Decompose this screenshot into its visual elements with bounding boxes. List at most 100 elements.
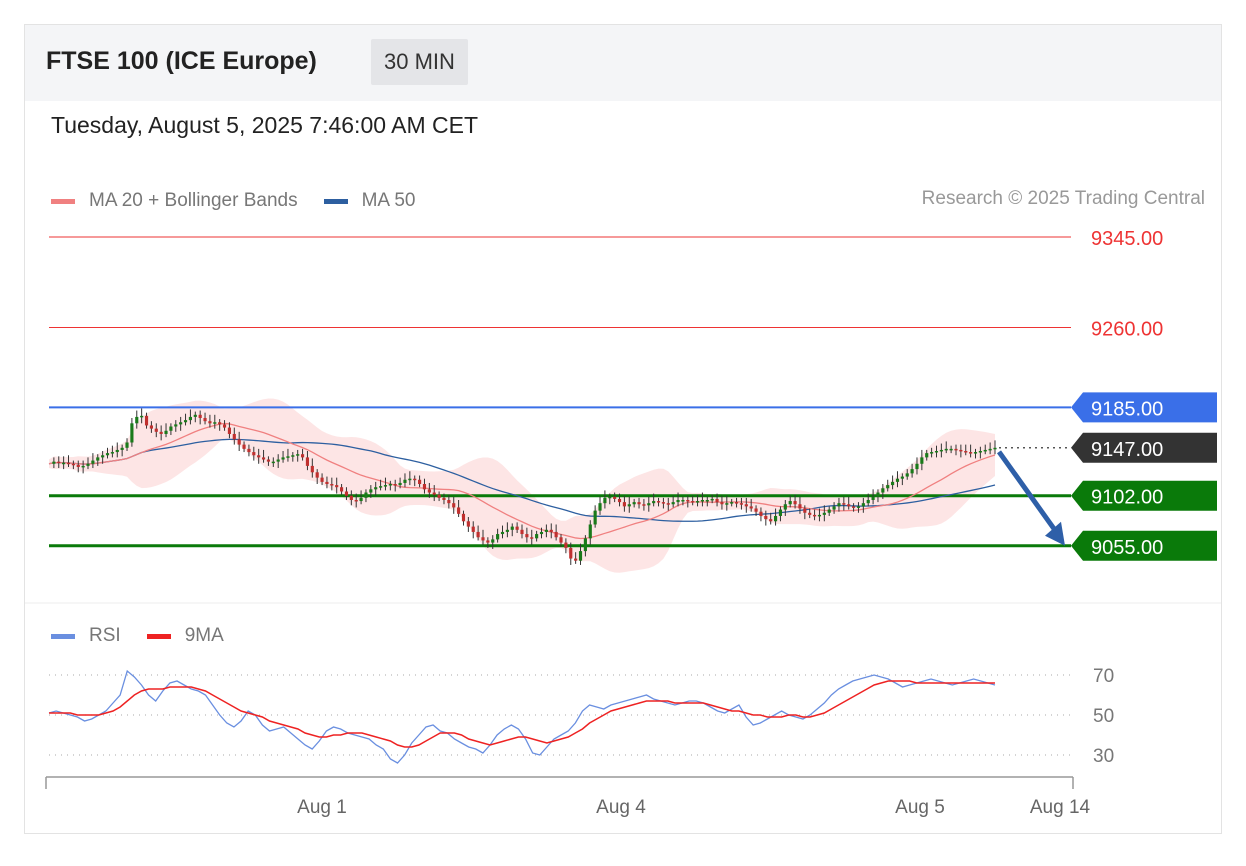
candle-body bbox=[739, 503, 744, 505]
candle-body bbox=[866, 499, 870, 504]
candle-body bbox=[920, 457, 924, 464]
candle-body bbox=[695, 501, 700, 503]
candle-body bbox=[593, 510, 597, 525]
candle-body bbox=[130, 423, 134, 443]
candle-body bbox=[964, 451, 968, 453]
chart-card: FTSE 100 (ICE Europe) 30 MIN Tuesday, Au… bbox=[24, 24, 1222, 834]
candle-body bbox=[408, 478, 412, 481]
candle-body bbox=[891, 481, 895, 486]
candle-body bbox=[349, 495, 353, 500]
candle-body bbox=[491, 539, 495, 543]
level-label-9185.00: 9185.00 bbox=[1091, 398, 1163, 420]
candle-body bbox=[174, 424, 178, 427]
ma20-legend-label: MA 20 + Bollinger Bands bbox=[89, 190, 298, 211]
candle-body bbox=[496, 534, 500, 540]
rsi-line bbox=[48, 669, 996, 764]
candle-body bbox=[120, 447, 124, 450]
candle-body bbox=[115, 449, 119, 453]
ma20-swatch bbox=[51, 198, 75, 204]
candle-body bbox=[369, 489, 373, 493]
level-tag-9185.00 bbox=[1071, 392, 1217, 423]
candle-body bbox=[66, 462, 71, 465]
candle-body bbox=[62, 462, 66, 465]
candle-body bbox=[261, 457, 266, 460]
candle-body bbox=[915, 463, 919, 470]
candle-body bbox=[656, 501, 661, 503]
candle-body bbox=[193, 414, 197, 417]
candle-body bbox=[291, 455, 295, 457]
candle-body bbox=[320, 477, 324, 482]
candle-body bbox=[461, 513, 466, 522]
candle-body bbox=[57, 461, 61, 464]
ma50-legend-label: MA 50 bbox=[361, 190, 416, 211]
interval-badge[interactable]: 30 MIN bbox=[371, 39, 468, 85]
candle-body bbox=[754, 508, 758, 512]
candle-body bbox=[554, 531, 558, 538]
candle-body bbox=[500, 531, 505, 535]
rsi-tick-70: 70 bbox=[1093, 666, 1114, 687]
candle-body bbox=[305, 457, 310, 466]
candle-body bbox=[886, 485, 890, 489]
candle-body bbox=[101, 455, 105, 458]
candle-body bbox=[188, 416, 192, 421]
candle-body bbox=[666, 503, 670, 505]
candle-body bbox=[681, 499, 685, 502]
candle-body bbox=[539, 531, 544, 535]
candle-body bbox=[203, 417, 207, 422]
candle-body bbox=[388, 484, 392, 486]
candle-body bbox=[86, 463, 90, 466]
candle-body bbox=[525, 534, 529, 538]
candle-body bbox=[959, 449, 963, 452]
candle-body bbox=[447, 499, 451, 504]
candle-body bbox=[613, 496, 617, 499]
candle-body bbox=[720, 502, 724, 505]
candle-body bbox=[939, 449, 943, 452]
ma50-swatch bbox=[323, 198, 348, 204]
candle-body bbox=[861, 503, 865, 507]
candle-body bbox=[993, 447, 997, 450]
candle-body bbox=[642, 504, 646, 506]
candle-body bbox=[374, 487, 378, 490]
ma9-legend-label: 9MA bbox=[184, 625, 224, 646]
candle-body bbox=[379, 486, 383, 488]
candle-body bbox=[798, 504, 802, 509]
candle-body bbox=[978, 451, 982, 453]
candle-body bbox=[769, 519, 773, 522]
candle-body bbox=[934, 451, 939, 453]
candle-body bbox=[340, 487, 344, 492]
candle-body bbox=[164, 430, 168, 434]
x-tick-Aug-1: Aug 1 bbox=[297, 797, 347, 818]
candle-body bbox=[359, 497, 363, 502]
candle-body bbox=[652, 501, 656, 504]
candle-body bbox=[530, 537, 534, 539]
candle-body bbox=[422, 484, 427, 490]
copyright-text: Research © 2025 Trading Central bbox=[921, 188, 1205, 209]
candle-body bbox=[247, 448, 251, 453]
candle-body bbox=[910, 469, 914, 474]
candle-body bbox=[149, 425, 153, 429]
candle-body bbox=[808, 512, 812, 515]
candle-body bbox=[169, 426, 173, 431]
candle-body bbox=[691, 501, 695, 503]
candle-body bbox=[354, 499, 358, 502]
candle-body bbox=[852, 506, 856, 508]
candle-body bbox=[876, 492, 880, 497]
candle-body bbox=[213, 422, 217, 424]
candle-body bbox=[510, 526, 514, 530]
candle-body bbox=[432, 492, 436, 495]
candle-body bbox=[198, 414, 202, 418]
candle-body bbox=[96, 457, 100, 461]
candle-body bbox=[208, 421, 212, 424]
candle-body bbox=[418, 479, 422, 485]
candle-body bbox=[930, 452, 934, 454]
candle-body bbox=[842, 503, 846, 505]
price-chart[interactable]: 9345.00 9260.00 9185.00 9147.00 9102.00 9055.… bbox=[25, 25, 1221, 833]
candle-body bbox=[969, 452, 973, 454]
candle-body bbox=[505, 529, 509, 532]
candle-body bbox=[895, 478, 900, 482]
candle-body bbox=[549, 529, 553, 532]
candle-body bbox=[154, 428, 158, 432]
candle-body bbox=[822, 512, 826, 515]
candle-body bbox=[520, 529, 524, 535]
candle-body bbox=[413, 478, 417, 481]
